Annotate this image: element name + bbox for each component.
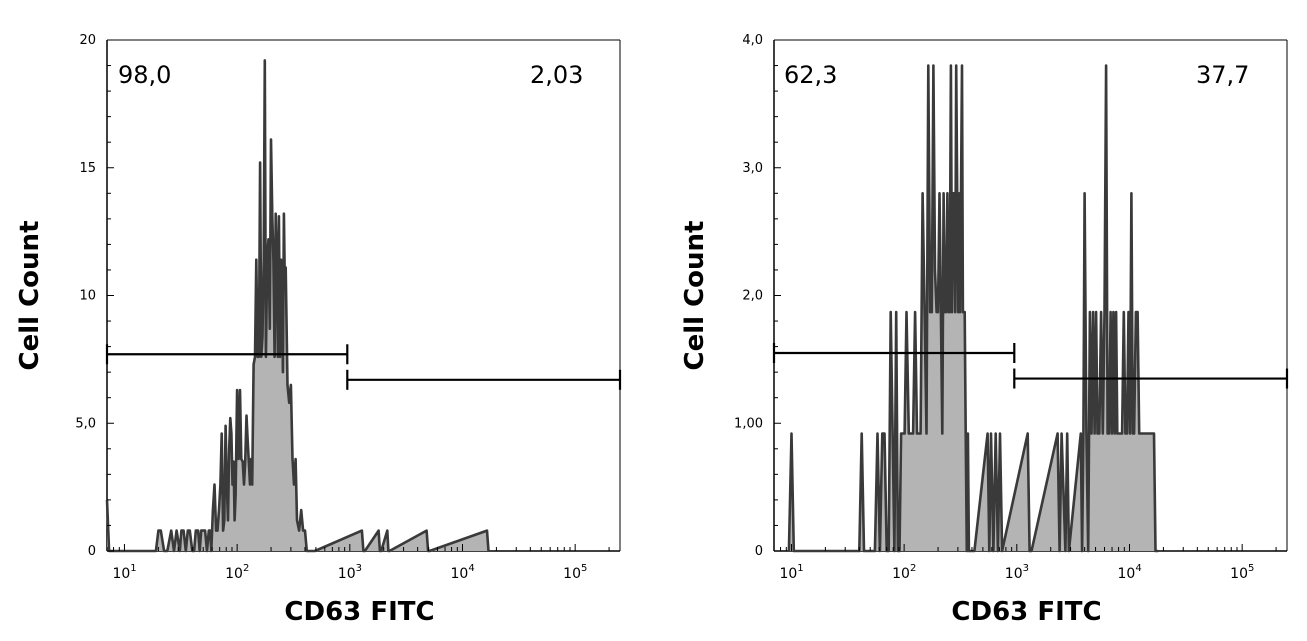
- x-tick-exponent: 1: [797, 563, 803, 574]
- x-tick-exponent: 5: [581, 563, 587, 574]
- x-tick-base: 10: [1005, 566, 1023, 582]
- x-tick-exponent: 5: [1248, 563, 1254, 574]
- x-tick-exponent: 4: [1135, 563, 1141, 574]
- y-tick-label: 0: [755, 544, 763, 559]
- gate-percentage: 98,0: [118, 61, 171, 89]
- y-tick-label: 2,0: [742, 289, 763, 304]
- y-tick-label: 15: [79, 161, 96, 176]
- histogram-line: [787, 64, 1159, 553]
- x-tick-base: 10: [112, 566, 130, 582]
- gate-percentage: 37,7: [1196, 61, 1249, 89]
- x-tick-base: 10: [563, 566, 581, 582]
- x-tick-label: 105: [1230, 563, 1254, 582]
- x-tick-label: 103: [338, 563, 362, 582]
- y-tick-label: 0: [88, 544, 96, 559]
- y-axis-title: Cell Count: [680, 221, 710, 371]
- y-tick-label: 10: [79, 289, 96, 304]
- gate-percentage: 2,03: [530, 61, 583, 89]
- x-tick-label: 103: [1005, 563, 1029, 582]
- x-tick-exponent: 3: [1023, 563, 1029, 574]
- x-tick-base: 10: [450, 566, 468, 582]
- x-tick-exponent: 3: [356, 563, 362, 574]
- x-tick-label: 104: [1117, 563, 1141, 582]
- histogram-line: [105, 59, 490, 553]
- x-tick-base: 10: [1230, 566, 1248, 582]
- x-axis-title: CD63 FITC: [951, 597, 1101, 627]
- x-tick-label: 101: [112, 563, 136, 582]
- x-tick-exponent: 2: [243, 563, 249, 574]
- x-tick-base: 10: [892, 566, 910, 582]
- x-tick-base: 10: [338, 566, 356, 582]
- x-tick-label: 104: [450, 563, 474, 582]
- x-axis-title: CD63 FITC: [284, 597, 434, 627]
- x-tick-exponent: 2: [910, 563, 916, 574]
- x-tick-label: 105: [563, 563, 587, 582]
- y-axis-title: Cell Count: [15, 221, 45, 371]
- x-tick-exponent: 4: [468, 563, 474, 574]
- x-tick-base: 10: [779, 566, 797, 582]
- gate-percentage: 62,3: [784, 61, 837, 89]
- x-tick-base: 10: [225, 566, 243, 582]
- x-tick-exponent: 1: [130, 563, 136, 574]
- y-tick-label: 5,0: [75, 416, 96, 431]
- y-tick-label: 1,00: [734, 416, 763, 431]
- x-tick-base: 10: [1117, 566, 1135, 582]
- y-tick-label: 4,0: [742, 33, 763, 48]
- y-tick-label: 20: [79, 33, 96, 48]
- x-tick-label: 102: [892, 563, 916, 582]
- histogram-fill: [107, 60, 489, 552]
- x-tick-label: 101: [779, 563, 803, 582]
- x-tick-label: 102: [225, 563, 249, 582]
- histogram-fill: [788, 65, 1159, 551]
- y-tick-label: 3,0: [742, 161, 763, 176]
